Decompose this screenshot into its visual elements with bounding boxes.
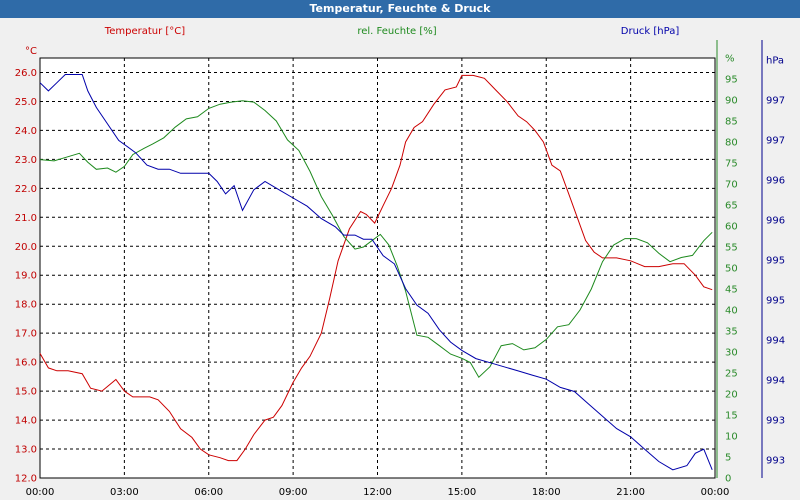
x-tick-time: 09:00 [279,487,308,498]
temp-tick-label: 22.0 [15,184,37,195]
chart: 12.0 13.0 14.0 15.0 16.0 17.0 18.0 19.0 20.0 21.0… [15,26,785,498]
humidity-tick-label: 15 [725,411,738,422]
temp-tick-label: 15.0 [15,387,37,398]
temp-tick-label: 24.0 [15,126,37,137]
humidity-tick-label: 30 [725,348,738,359]
temp-tick-label: 18.0 [15,300,37,311]
temp-tick-label: 20.0 [15,242,37,253]
humidity-tick-label: 85 [725,117,738,128]
humidity-tick-label: 35 [725,327,738,338]
x-tick-time: 18:00 [532,487,561,498]
x-tick-time: 00:00 [701,487,730,498]
series-line-temp [39,74,713,462]
x-tick-time: 00:00 [26,487,55,498]
pressure-tick-label: 994 [766,336,785,347]
pressure-tick-label: 997 [766,136,785,147]
humidity-tick-label: 25 [725,369,738,380]
temp-tick-label: 26.0 [15,68,37,79]
pressure-tick-label: 993 [766,456,785,467]
pressure-tick-label: 993 [766,416,785,427]
humidity-tick-label: 90 [725,96,738,107]
temp-tick-label: 13.0 [15,445,37,456]
pressure-tick-label: 996 [766,216,785,227]
tick-labels: 12.0 13.0 14.0 15.0 16.0 17.0 18.0 19.0 20.0 21.0… [15,46,785,498]
humidity-tick-label: 80 [725,138,738,149]
temp-tick-label: 16.0 [15,358,37,369]
pressure-tick-label: 997 [766,96,785,107]
humidity-tick-label: 20 [725,390,738,401]
humidity-tick-label: 95 [725,75,738,86]
axis-titles: Temperatur [°C] rel. Feuchte [%] Druck [hP… [104,26,680,37]
humidity-tick-label: 70 [725,180,738,191]
humidity-tick-label: 5 [725,453,731,464]
temp-tick-label: 17.0 [15,329,37,340]
temp-tick-label: 25.0 [15,97,37,108]
pressure-tick-label: 995 [766,256,785,267]
x-tick-time: 21:00 [616,487,645,498]
x-tick-time: 15:00 [447,487,476,498]
window-title: Temperatur, Feuchte & Druck [0,0,800,18]
series-title-hum: rel. Feuchte [%] [357,26,436,37]
series-line-press [39,74,713,471]
humidity-tick-label: 55 [725,243,738,254]
pressure-tick-label: hPa [766,56,784,67]
pressure-tick-label: 995 [766,296,785,307]
series-lines [39,74,713,471]
humidity-tick-label: 40 [725,306,738,317]
temp-tick-label: 21.0 [15,213,37,224]
humidity-tick-label: 65 [725,201,738,212]
temp-tick-label: 19.0 [15,271,37,282]
grid [40,40,763,479]
series-line-hum [39,100,713,378]
x-tick-time: 06:00 [194,487,223,498]
temp-tick-label: 12.0 [15,474,37,485]
series-title-press: Druck [hPa] [621,26,680,37]
x-tick-time: 12:00 [363,487,392,498]
pressure-tick-label: 996 [766,176,785,187]
humidity-tick-label: % [725,54,735,65]
temp-tick-label: 14.0 [15,416,37,427]
temp-unit-label: °C [25,46,37,57]
x-tick-time: 03:00 [110,487,139,498]
temp-tick-label: 23.0 [15,155,37,166]
humidity-tick-label: 75 [725,159,738,170]
humidity-tick-label: 50 [725,264,738,275]
pressure-tick-label: 994 [766,376,785,387]
series-title-temp: Temperatur [°C] [104,26,185,37]
humidity-tick-label: 0 [725,474,731,485]
humidity-tick-label: 10 [725,432,738,443]
humidity-tick-label: 60 [725,222,738,233]
humidity-tick-label: 45 [725,285,738,296]
